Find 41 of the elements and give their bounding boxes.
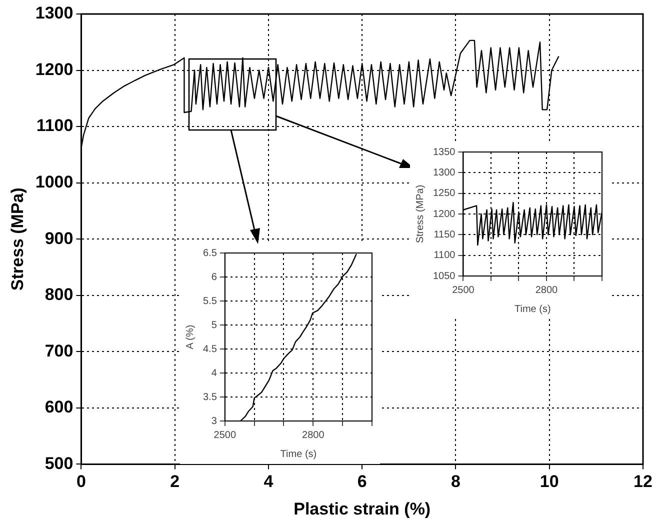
y-tick-label: 1150 <box>434 229 456 240</box>
y-tick-label: 3.5 <box>202 392 218 403</box>
x-axis-title: Time (s) <box>514 304 551 315</box>
y-tick-label: 1300 <box>432 167 456 178</box>
y-tick-label: 500 <box>44 454 74 473</box>
x-tick-label: 2 <box>170 472 180 492</box>
y-tick-label: 1200 <box>432 208 456 220</box>
y-tick-label: 1250 <box>432 188 456 200</box>
y-tick-label: 1350 <box>432 146 456 158</box>
y-tick-label: 4.5 <box>202 344 218 355</box>
y-tick-label: 1200 <box>35 60 74 79</box>
y-tick-label: 5 <box>211 320 218 331</box>
y-tick-label: 5.5 <box>202 296 218 307</box>
y-tick-label: 1300 <box>35 4 74 23</box>
y-tick-label: 1000 <box>35 172 74 192</box>
x-tick-label: 12 <box>634 472 652 492</box>
x-tick-label: 2500 <box>452 284 475 296</box>
x-axis-title: Time (s) <box>280 448 317 460</box>
x-tick-label: 2800 <box>535 284 558 296</box>
y-tick-label: 1100 <box>36 116 74 136</box>
y-tick-label: 3 <box>211 416 218 427</box>
x-tick-label: 10 <box>540 472 559 492</box>
y-tick-label: 4 <box>211 368 218 379</box>
y-axis-title: Stress (MPa) <box>8 188 27 291</box>
x-tick-label: 2500 <box>214 430 236 441</box>
y-tick-label: 600 <box>44 398 74 417</box>
y-axis-title: Stress (MPa) <box>414 184 426 244</box>
x-tick-label: 0 <box>76 472 86 492</box>
y-tick-label: 6.5 <box>202 248 218 259</box>
y-axis-title: A (%) <box>184 324 196 350</box>
x-tick-label: 4 <box>264 472 274 492</box>
x-tick-label: 6 <box>357 472 367 492</box>
x-axis-title: Plastic strain (%) <box>294 499 431 518</box>
y-tick-label: 700 <box>44 341 74 360</box>
y-tick-label: 800 <box>44 285 74 304</box>
y-tick-label: 6 <box>211 272 218 283</box>
y-tick-label: 1100 <box>434 250 456 262</box>
x-tick-label: 2800 <box>302 430 325 441</box>
y-tick-label: 900 <box>44 228 74 248</box>
x-tick-label: 8 <box>451 472 460 492</box>
y-tick-label: 1050 <box>432 270 456 282</box>
